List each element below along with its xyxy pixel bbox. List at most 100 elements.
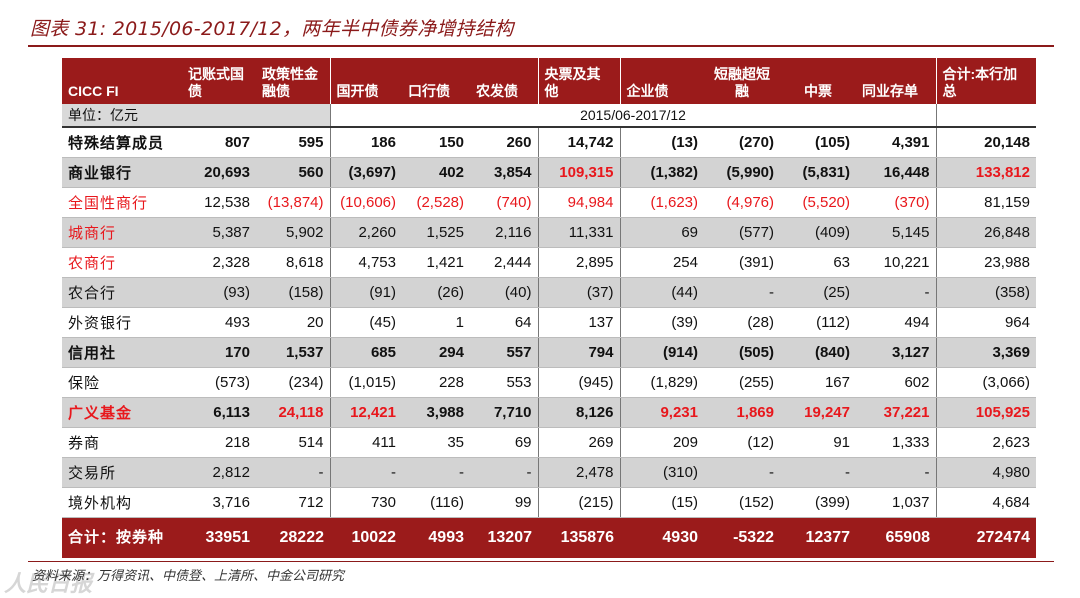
header-col: 记账式国债 (182, 58, 256, 104)
table-body: 特殊结算成员 807 595 186 150 260 14,742 (13) (270) (105… (62, 127, 1036, 518)
table-cell: - (856, 457, 936, 488)
table-cell: 1 (402, 307, 470, 338)
table-cell: 218 (182, 427, 256, 458)
table-cell: (391) (704, 247, 780, 278)
row-label: 城商行 (62, 217, 182, 248)
table-cell: 557 (470, 337, 538, 368)
table-cell: 12,421 (329, 397, 402, 428)
table-cell: (914) (619, 337, 704, 368)
table-cell: (1,382) (619, 157, 704, 188)
figure-title: 图表 31: 2015/06-2017/12，两年半中债券净增持结构 (30, 18, 514, 40)
table-cell: 560 (256, 157, 330, 188)
table-cell: 1,869 (704, 397, 780, 428)
table-cell: 807 (182, 127, 256, 158)
total-cell: 12377 (780, 517, 856, 558)
header-col: 短融超短融 (704, 58, 780, 104)
table-cell: 8,126 (537, 397, 620, 428)
table-cell: (1,015) (329, 367, 402, 398)
table-cell: 11,331 (537, 217, 620, 248)
table-cell: (15) (619, 487, 704, 518)
table-cell: (370) (856, 187, 936, 218)
table-cell: 209 (619, 427, 704, 458)
table-cell: - (402, 457, 470, 488)
source-note: 资料来源：万得资讯、中债登、上清所、中金公司研究 (32, 569, 345, 584)
table-cell: 10,221 (856, 247, 936, 278)
table-cell: 16,448 (856, 157, 936, 188)
total-cell: 272474 (936, 517, 1036, 558)
table-row: 商业银行 20,693 560 (3,697) 402 3,854 109,315 (1,38… (62, 157, 1036, 188)
table-cell: 64 (470, 307, 538, 338)
table-cell: 94,984 (537, 187, 620, 218)
table-cell: (112) (780, 307, 856, 338)
table-cell: 3,369 (935, 337, 1036, 368)
table-cell: (12) (704, 427, 780, 458)
table-row: 全国性商行 12,538 (13,874) (10,606) (2,528) (740) 9… (62, 187, 1036, 218)
table-cell: (2,528) (402, 187, 470, 218)
table-cell: (409) (780, 217, 856, 248)
table-cell: 1,037 (856, 487, 936, 518)
table-cell: (3,697) (329, 157, 402, 188)
row-label: 农合行 (62, 277, 182, 308)
bond-holdings-table: CICC FI 记账式国债 政策性金融债 国开债 口行债 农发债 央票及其他 企… (62, 58, 1036, 558)
table-cell: (116) (402, 487, 470, 518)
row-label: 农商行 (62, 247, 182, 278)
table-cell: 170 (182, 337, 256, 368)
table-cell: (358) (935, 277, 1036, 308)
table-cell: (13,874) (256, 187, 330, 218)
table-cell: (5,831) (780, 157, 856, 188)
table-cell: (215) (537, 487, 620, 518)
table-cell: 1,421 (402, 247, 470, 278)
header-col: 政策性金融债 (256, 58, 331, 104)
table-row: 特殊结算成员 807 595 186 150 260 14,742 (13) (270) (105… (62, 127, 1036, 158)
table-row: 交易所 2,812- - - -2,478 (310) - - -4,980 (62, 457, 1036, 488)
table-cell: 4,391 (856, 127, 936, 158)
header-col: 中票 (780, 58, 856, 104)
table-cell: 1,537 (256, 337, 330, 368)
table-cell: 137 (537, 307, 620, 338)
table-row: 广义基金 6,113 24,118 12,421 3,988 7,710 8,126 9,23… (62, 397, 1036, 428)
total-row: 合计：按券种 33951 28222 10022 4993 13207 1358… (62, 517, 1036, 558)
table-cell: 1,525 (402, 217, 470, 248)
table-cell: 8,618 (256, 247, 330, 278)
table-cell: (399) (780, 487, 856, 518)
table-cell: (577) (704, 217, 780, 248)
header-col: 农发债 (470, 58, 539, 104)
total-cell: 65908 (856, 517, 936, 558)
table-cell: (91) (329, 277, 402, 308)
table-cell: - (780, 457, 856, 488)
table-cell: (10,606) (329, 187, 402, 218)
total-label: 合计：按券种 (62, 517, 182, 558)
table-cell: (1,623) (619, 187, 704, 218)
table-cell: 24,118 (256, 397, 330, 428)
table-cell: (5,520) (780, 187, 856, 218)
total-cell: 13207 (470, 517, 538, 558)
table-cell: 3,716 (182, 487, 256, 518)
table-cell: 69 (619, 217, 704, 248)
table-cell: (93) (182, 277, 256, 308)
table-cell: 2,444 (470, 247, 538, 278)
table-row: 农商行 2,328 8,618 4,753 1,421 2,444 2,895 254 (391… (62, 247, 1036, 278)
table-cell: 7,710 (470, 397, 538, 428)
table-cell: 99 (470, 487, 538, 518)
unit-blank (936, 104, 1036, 128)
watermark: 人民日报 (4, 572, 93, 597)
table-cell: - (704, 457, 780, 488)
table-cell: (26) (402, 277, 470, 308)
table-cell: (44) (619, 277, 704, 308)
table-cell: 254 (619, 247, 704, 278)
unit-label: 单位：亿元 (62, 104, 330, 128)
table-cell: (3,066) (935, 367, 1036, 398)
row-label: 保险 (62, 367, 182, 398)
table-cell: (25) (780, 277, 856, 308)
table-cell: 133,812 (935, 157, 1036, 188)
table-cell: 167 (780, 367, 856, 398)
table-cell: 6,113 (182, 397, 256, 428)
table-row: 保险 (573) (234) (1,015) 228 553 (945) (1,829) (25… (62, 367, 1036, 398)
table-cell: - (329, 457, 402, 488)
row-label: 境外机构 (62, 487, 182, 518)
table-cell: (270) (704, 127, 780, 158)
table-cell: 5,902 (256, 217, 330, 248)
table-cell: 730 (329, 487, 402, 518)
table-cell: 964 (935, 307, 1036, 338)
table-row: 农合行 (93) (158) (91) (26) (40) (37) (44) - (25) - (3… (62, 277, 1036, 308)
